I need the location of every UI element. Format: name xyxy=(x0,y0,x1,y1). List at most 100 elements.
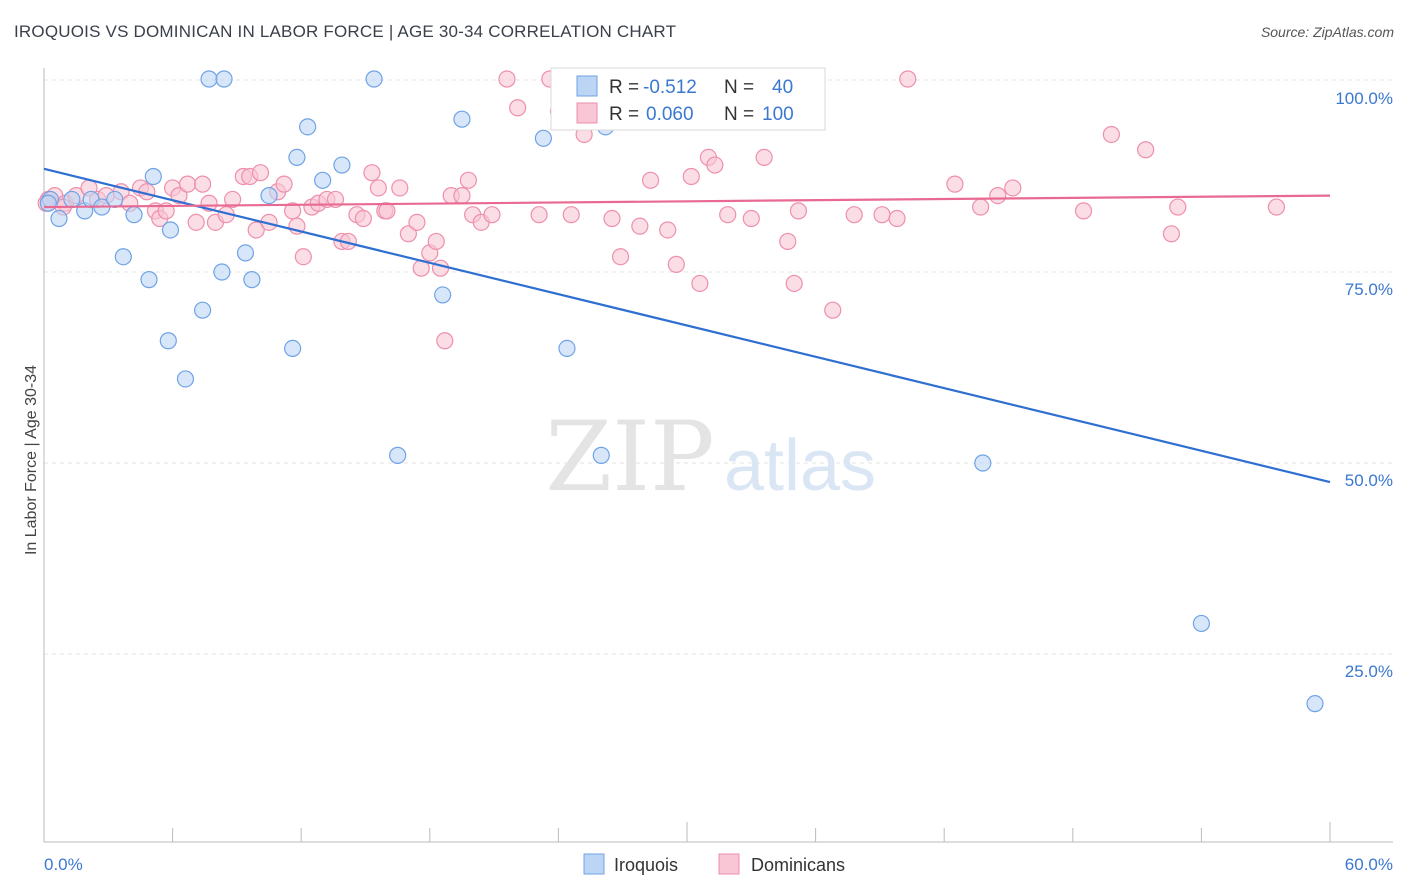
dominican-r-value: 0.060 xyxy=(646,104,694,125)
iroquois-point-17 xyxy=(213,263,231,281)
dominican-point-18 xyxy=(194,175,212,193)
watermark-atlas: atlas xyxy=(724,426,876,506)
dominican-point-29 xyxy=(275,175,293,193)
iroquois-point-36 xyxy=(974,454,992,472)
series-legend: Iroquois Dominicans xyxy=(583,853,845,875)
dominican-point-22 xyxy=(224,190,242,209)
dominican-point-45 xyxy=(399,225,417,243)
iroquois-n-value: 40 xyxy=(772,77,793,98)
legend-iroquois-swatch xyxy=(583,853,605,875)
dominican-point-70 xyxy=(682,167,700,186)
dominican-point-78 xyxy=(785,274,803,293)
iroquois-point-22 xyxy=(299,118,317,136)
iroquois-point-25 xyxy=(333,156,351,174)
dominican-point-92 xyxy=(1162,225,1180,243)
dominican-point-93 xyxy=(1169,198,1187,216)
dominican-point-76 xyxy=(755,148,773,166)
iroquois-point-12 xyxy=(159,332,177,350)
dominican-point-15 xyxy=(170,187,188,205)
dominican-point-67 xyxy=(641,171,660,189)
y-tick-label-25: 25.0% xyxy=(1345,662,1393,681)
dominican-point-53 xyxy=(453,187,471,205)
dominican-point-91 xyxy=(1137,141,1155,159)
dominican-point-80 xyxy=(824,301,842,319)
iroquois-point-11 xyxy=(161,221,180,239)
dominican-point-87 xyxy=(989,187,1007,205)
dominican-point-44 xyxy=(391,179,409,197)
dominican-point-58 xyxy=(498,70,516,88)
dominican-point-32 xyxy=(294,248,312,266)
dominican-n-value: 100 xyxy=(762,104,794,125)
iroquois-point-39 xyxy=(39,194,57,212)
dominican-swatch xyxy=(576,102,598,124)
dominican-trend-line xyxy=(43,194,1331,209)
legend-dominican-swatch xyxy=(718,853,740,875)
iroquois-point-16 xyxy=(215,70,233,88)
iroquois-point-6 xyxy=(106,190,124,209)
y-tick-label-50: 50.0% xyxy=(1345,471,1393,490)
dominican-point-84 xyxy=(899,70,917,88)
dominican-r-label: R = xyxy=(609,104,639,125)
iroquois-point-26 xyxy=(365,70,383,88)
stats-legend: R = -0.512 N = 40 R = 0.060 N = 100 xyxy=(550,67,826,131)
dominican-point-71 xyxy=(691,274,709,293)
iroquois-point-8 xyxy=(114,248,132,266)
dominican-point-54 xyxy=(459,171,477,189)
dominican-point-62 xyxy=(562,206,580,224)
dominican-point-85 xyxy=(946,175,964,193)
dominican-point-81 xyxy=(845,206,863,224)
iroquois-point-1 xyxy=(50,209,68,228)
scatter-points xyxy=(37,70,1324,713)
x-tick-label-max: 60.0% xyxy=(1345,855,1393,874)
iroquois-point-30 xyxy=(534,129,552,147)
legend-dominican-label: Dominicans xyxy=(751,855,845,875)
iroquois-point-37 xyxy=(1192,614,1211,633)
dominican-point-73 xyxy=(706,156,724,174)
dominican-point-17 xyxy=(187,213,205,231)
dominican-n-label: N = xyxy=(724,104,754,125)
dominican-point-66 xyxy=(631,217,649,235)
dominican-point-95 xyxy=(742,209,760,228)
dominican-point-99 xyxy=(378,202,396,220)
dominican-point-41 xyxy=(363,164,381,182)
dominican-point-74 xyxy=(719,206,737,224)
dominican-point-65 xyxy=(611,248,630,266)
iroquois-point-29 xyxy=(453,110,471,128)
dominican-point-64 xyxy=(603,209,621,228)
dominican-point-40 xyxy=(354,209,372,228)
iroquois-point-24 xyxy=(314,171,332,189)
iroquois-n-label: N = xyxy=(724,77,754,98)
dominican-point-51 xyxy=(436,332,454,350)
dominican-point-82 xyxy=(873,206,891,224)
watermark-zip: ZIP xyxy=(545,401,714,513)
iroquois-point-21 xyxy=(284,339,302,357)
dominican-point-25 xyxy=(247,221,265,239)
iroquois-point-2 xyxy=(63,190,81,209)
iroquois-trend-line xyxy=(43,167,1331,484)
dominican-point-49 xyxy=(427,232,445,251)
iroquois-point-28 xyxy=(434,286,452,304)
iroquois-swatch xyxy=(576,75,598,97)
iroquois-point-18 xyxy=(236,244,255,262)
dominican-point-68 xyxy=(659,221,677,239)
iroquois-r-label: R = xyxy=(609,77,639,98)
dominican-point-83 xyxy=(888,209,906,228)
source-label: Source: ZipAtlas.com xyxy=(1260,24,1394,40)
iroquois-point-10 xyxy=(144,167,162,186)
iroquois-point-32 xyxy=(592,446,610,464)
iroquois-point-20 xyxy=(260,187,278,205)
y-tick-label-100: 100.0% xyxy=(1335,89,1393,108)
dominican-point-50 xyxy=(431,259,450,277)
dominican-point-16 xyxy=(179,175,197,193)
iroquois-point-15 xyxy=(200,70,218,88)
iroquois-point-31 xyxy=(558,339,576,357)
dominican-point-46 xyxy=(408,213,426,231)
dominican-point-57 xyxy=(483,206,501,224)
x-tick-label-min: 0.0% xyxy=(44,855,83,874)
dominican-point-94 xyxy=(1267,198,1286,216)
y-axis-label: In Labor Force | Age 30-34 xyxy=(23,365,40,555)
dominican-point-79 xyxy=(789,202,808,220)
iroquois-point-19 xyxy=(243,271,261,289)
dominican-point-90 xyxy=(1102,125,1120,144)
dominican-point-69 xyxy=(667,255,685,273)
